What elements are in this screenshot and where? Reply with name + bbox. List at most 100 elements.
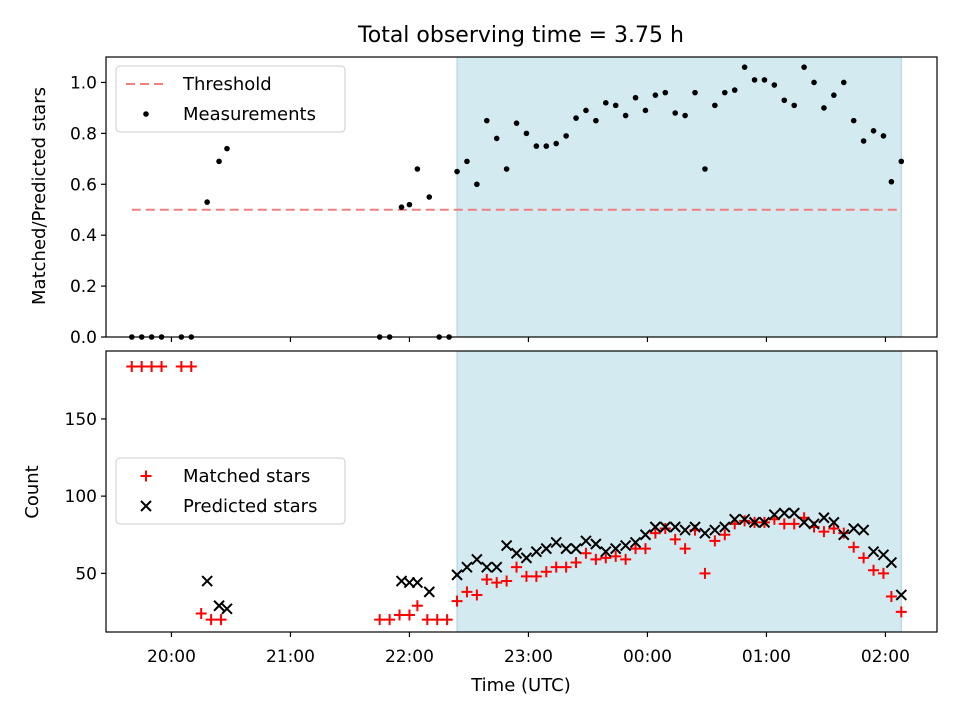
matched-stars-point [877,567,889,579]
predicted-stars-point [560,542,572,555]
predicted-stars-point [847,522,860,535]
matched-stars-point [530,570,542,582]
matched-stars-point [858,552,870,564]
top-panel: 0.0 0.2 0.4 0.6 0.8 1.0 Threshold Measurements [70,56,938,348]
measurements-point [662,89,669,96]
top-y-tick-label: 0.4 [70,226,97,246]
matched-stars-point [491,577,503,589]
matched-stars-point [560,561,572,573]
bottom-legend-label: Predicted stars [183,496,317,517]
measurements-point [573,115,579,121]
measurements-point [821,105,827,111]
measurements-point [406,201,413,208]
matched-stars-point [403,609,415,621]
measurements-point [761,77,768,83]
predicted-stars-point [808,518,820,530]
measurements-point [503,166,510,172]
measurements-point [731,87,738,93]
measurements-point [771,82,778,88]
measurements-point [398,204,405,210]
predicted-stars-point [609,542,622,555]
legend-measurements-swatch [143,111,149,117]
measurements-point [426,194,433,200]
matched-stars-point [374,614,386,626]
matched-stars-point [630,543,642,555]
top-observing-window [456,56,902,338]
measurements-point [553,140,560,147]
matched-stars-point [848,541,860,553]
predicted-stars-point [580,535,592,547]
predicted-stars-point [768,508,781,521]
measurements-point [811,79,817,86]
predicted-stars-point [520,552,533,564]
matched-stars-point [215,614,227,626]
predicted-stars-point [669,521,681,533]
matched-stars-point [570,557,582,569]
measurements-point [781,97,788,104]
predicted-stars-point [471,553,483,566]
predicted-stars-point [500,539,513,552]
measurements-point [464,158,470,165]
predicted-stars-point [451,569,463,581]
matched-stars-point [451,595,463,607]
predicted-stars-point [411,576,424,589]
matched-stars-point [481,574,493,586]
measurements-point [204,199,210,205]
matched-stars-point [461,586,473,598]
legend-predicted-swatch [140,500,152,512]
matched-stars-point [520,570,532,582]
bottom-legend-label: Matched stars [183,466,310,487]
measurements-point [612,102,619,109]
measurements-point [622,112,629,119]
measurements-point [483,117,490,124]
measurements-point [216,158,222,165]
predicted-stars-point [778,507,790,519]
predicted-stars-point [818,512,830,524]
predicted-stars-point [867,546,880,558]
matched-stars-point [580,547,592,559]
measurements-point [791,102,798,109]
measurements-point [414,166,421,172]
measurements-point [563,133,569,139]
top-y-tick-label: 0.2 [70,277,97,297]
measurements-point [642,107,649,114]
predicted-stars-point [748,516,761,529]
predicted-stars-point [828,516,840,529]
matched-stars-point [659,523,671,535]
measurements-point [493,135,500,142]
top-legend-label: Measurements [183,104,316,125]
top-legend-label: Threshold [182,74,272,95]
matched-stars-point [669,533,681,545]
predicted-stars-point [728,513,741,525]
bottom-y-axis-label: Count [22,465,43,518]
matched-stars-point [838,527,850,539]
predicted-stars-point [619,539,632,552]
predicted-stars-point [550,536,562,549]
chart-title: Total observing time = 3.75 h [357,23,684,48]
measurements-point [602,100,609,106]
predicted-stars-point [738,513,751,525]
matched-stars-point [175,360,187,372]
predicted-stars-point [689,521,701,533]
predicted-stars-point [570,542,582,555]
top-axes-frame [105,56,938,338]
measurements-point [513,120,520,126]
matched-stars-point [885,590,897,602]
predicted-stars-point [719,521,731,533]
predicted-stars-point [540,542,552,555]
measurements-point [523,130,530,137]
bottom-observing-window [456,350,902,633]
top-y-axis-label: Matched/Predicted stars [29,87,50,305]
measurements-point [692,89,698,96]
measurements-point [831,92,837,98]
matched-stars-point [441,614,453,626]
matched-stars-point [136,360,148,372]
bottom-y-tick-label: 50 [75,564,97,584]
measurements-point [898,158,905,165]
predicted-stars-point [530,546,543,558]
predicted-stars-point [600,546,612,558]
matched-stars-point [511,561,523,573]
matched-stars-point [895,606,907,618]
matched-stars-point [156,360,168,372]
matched-stars-point [868,564,880,576]
